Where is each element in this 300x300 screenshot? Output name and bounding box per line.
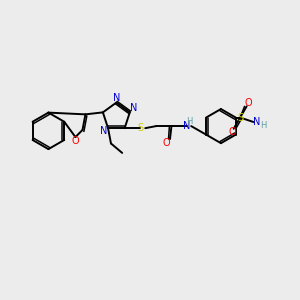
Text: N: N bbox=[113, 93, 120, 103]
Text: O: O bbox=[228, 127, 236, 137]
Text: N: N bbox=[183, 121, 190, 131]
Text: O: O bbox=[162, 138, 170, 148]
Text: S: S bbox=[237, 112, 243, 123]
Text: N: N bbox=[100, 126, 107, 136]
Text: N: N bbox=[130, 103, 137, 113]
Text: O: O bbox=[244, 98, 252, 108]
Text: H: H bbox=[260, 121, 267, 130]
Text: O: O bbox=[72, 136, 79, 146]
Text: H: H bbox=[187, 117, 193, 126]
Text: N: N bbox=[253, 117, 260, 127]
Text: S: S bbox=[137, 123, 143, 133]
